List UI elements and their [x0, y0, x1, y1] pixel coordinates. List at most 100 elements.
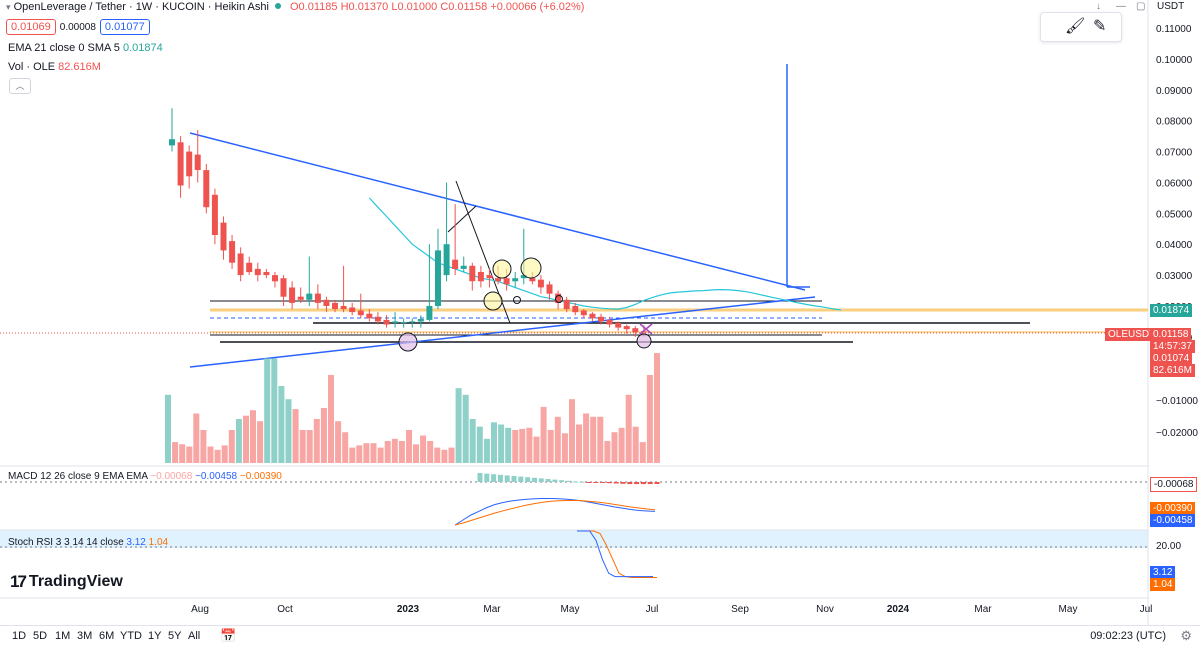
- timeframe-ytd[interactable]: YTD: [120, 630, 142, 642]
- candle-body: [289, 287, 296, 303]
- candle-body: [374, 316, 381, 322]
- price-tick-label: 0.05000: [1156, 209, 1193, 220]
- candle-body: [400, 322, 407, 324]
- time-tick-label: Sep: [731, 604, 749, 615]
- circle-annotations[interactable]: [398, 257, 653, 352]
- candle-body: [314, 293, 321, 303]
- macd-hist-bar: [600, 482, 605, 483]
- macd-hist-bar: [532, 477, 537, 482]
- ema-legend[interactable]: EMA 21 close 0 SMA 5 0.01874: [8, 42, 163, 54]
- candle-body: [606, 319, 613, 325]
- timeframe-1m[interactable]: 1M: [55, 630, 71, 642]
- symbol-legend[interactable]: ▾ OpenLeverage / Tether · 1W · KUCOIN · …: [6, 1, 584, 13]
- macd-hist-bar: [586, 482, 592, 483]
- volume-bar: [172, 442, 179, 463]
- volume-bar: [476, 426, 483, 463]
- timeframe-5y[interactable]: 5Y: [168, 630, 182, 642]
- ohlc-close: C0.01158: [440, 1, 488, 13]
- tradingview-logo[interactable]: 17 TradingView: [10, 572, 123, 592]
- macd-signal-line: [454, 500, 656, 526]
- timeframe-3m[interactable]: 3M: [77, 630, 93, 642]
- time-tick-label: Nov: [816, 604, 834, 615]
- volume-tag: 82.616M: [1150, 364, 1195, 377]
- volume-bar: [193, 413, 200, 463]
- stoch-legend[interactable]: Stoch RSI 3 3 14 14 close 3.12 1.04: [8, 537, 168, 548]
- volume-bar: [434, 447, 441, 463]
- volume-bar: [335, 421, 342, 463]
- volume-bar: [370, 443, 377, 463]
- minimize-icon[interactable]: —: [1116, 1, 1126, 12]
- volume-bar: [533, 436, 540, 463]
- volume-bar: [200, 430, 207, 463]
- candle-body: [186, 151, 193, 177]
- timeframe-all[interactable]: All: [188, 630, 201, 642]
- volume-bar: [455, 388, 462, 463]
- price-tick-label: 0.06000: [1156, 178, 1193, 189]
- stoch-k-line: [577, 530, 654, 578]
- price-tick-label: 0.07000: [1156, 148, 1193, 159]
- candle-body: [272, 275, 278, 282]
- vol-value: 82.616M: [58, 61, 101, 73]
- candle-body: [340, 306, 347, 310]
- volume-bar: [235, 419, 242, 463]
- volume-bar: [512, 430, 519, 463]
- ohlc-open: O0.01185: [290, 1, 338, 13]
- macd-signal-tag: -0.00390: [1150, 502, 1196, 515]
- volume-bar: [427, 441, 434, 463]
- chevron-down-icon[interactable]: ▾: [6, 2, 11, 12]
- volume-legend[interactable]: Vol · OLE 82.616M: [8, 61, 101, 73]
- timeframe-5d[interactable]: 5D: [33, 630, 48, 642]
- candle-body: [229, 241, 236, 263]
- timeframe-6m[interactable]: 6M: [99, 630, 115, 642]
- candle-body: [254, 268, 261, 276]
- stoch-level-label: 20.00: [1156, 541, 1182, 552]
- volume-bar: [547, 430, 554, 463]
- ohlc-high: H0.01370: [340, 1, 389, 13]
- volume-bar: [462, 394, 469, 463]
- timeframe-1d[interactable]: 1D: [12, 630, 27, 642]
- trade-buttons: 0.01069 0.00008 0.01077: [6, 19, 150, 35]
- candle-body: [520, 275, 527, 279]
- brush-icon[interactable]: 🖌: [1065, 18, 1086, 35]
- price-tick-label: −0.02000: [1156, 428, 1198, 439]
- macd-hist-bar: [640, 482, 646, 485]
- timeframe-1y[interactable]: 1Y: [148, 630, 162, 642]
- gear-icon[interactable]: ⚙: [1180, 628, 1192, 643]
- volume-bar: [406, 430, 412, 463]
- buy-button[interactable]: 0.01077: [99, 19, 150, 35]
- volume-bar: [243, 415, 249, 463]
- utc-clock[interactable]: 09:02:23 (UTC): [1090, 630, 1166, 642]
- volume-bar: [299, 430, 306, 463]
- macd-hist-bar: [511, 476, 517, 482]
- last-price-tag: 0.01158: [1150, 328, 1192, 341]
- candle-body: [512, 278, 519, 282]
- candle-body: [598, 316, 604, 322]
- candle-body: [529, 278, 536, 282]
- drawing-lines[interactable]: [0, 64, 1148, 368]
- volume-bar: [320, 408, 327, 463]
- time-tick-label: 2023: [397, 604, 420, 615]
- volume-bar: [391, 438, 398, 463]
- time-axis[interactable]: Aug Oct 2023 Mar May Jul Sep Nov 2024 Mar May Jul: [191, 604, 1152, 615]
- volume-bar: [540, 406, 547, 463]
- collapse-legend-button[interactable]: ︿: [9, 78, 31, 94]
- sell-button[interactable]: 0.01069: [6, 19, 56, 35]
- macd-hist-bar: [545, 479, 551, 482]
- candle-body: [615, 323, 622, 328]
- bottom-toolbar: 1D 5D 1M 3M 6M YTD 1Y 5Y All 📅 09:02:23 (UTC) ⚙: [0, 625, 1200, 646]
- volume-bar: [285, 399, 292, 463]
- pen-icon[interactable]: ✎: [1093, 18, 1107, 35]
- price-tick-label: 0.08000: [1156, 117, 1193, 128]
- currency-selector[interactable]: USDT: [1157, 1, 1185, 12]
- tv-mark-icon: 17: [10, 572, 27, 591]
- calendar-icon[interactable]: 📅: [220, 628, 237, 643]
- macd-legend[interactable]: MACD 12 26 close 9 EMA EMA −0.00068 −0.0…: [8, 471, 282, 482]
- candle-body: [452, 259, 459, 269]
- fullscreen-icon[interactable]: ▢: [1136, 1, 1146, 12]
- arrow-down-icon[interactable]: ↓: [1096, 1, 1101, 12]
- volume-bar: [257, 421, 264, 463]
- volume-bar: [328, 375, 334, 463]
- price-tick-label: 0.03000: [1156, 271, 1193, 282]
- symbol-title[interactable]: OpenLeverage / Tether · 1W · KUCOIN · He…: [13, 1, 269, 13]
